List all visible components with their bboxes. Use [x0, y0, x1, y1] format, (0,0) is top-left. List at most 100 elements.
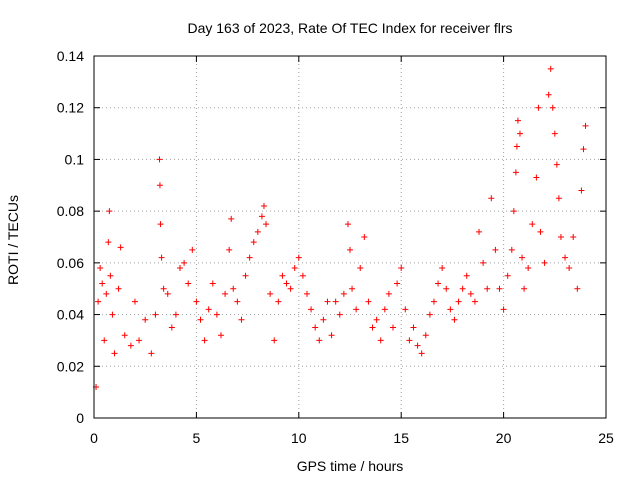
data-point — [234, 298, 241, 305]
data-point — [172, 311, 179, 318]
y-tick-label: 0.02 — [57, 358, 84, 374]
data-point — [410, 324, 417, 331]
data-point — [250, 239, 257, 246]
data-point — [242, 272, 249, 279]
data-point — [533, 174, 540, 181]
data-point — [156, 156, 163, 163]
data-point — [267, 290, 274, 297]
data-point — [181, 259, 188, 266]
data-point — [557, 234, 564, 240]
data-point — [148, 350, 155, 357]
data-point — [254, 228, 261, 235]
data-point — [117, 244, 124, 251]
data-point — [97, 265, 104, 272]
data-point — [275, 298, 282, 305]
data-point — [308, 306, 315, 313]
data-point — [512, 169, 519, 176]
data-point — [258, 213, 265, 220]
data-point — [193, 298, 200, 305]
data-point — [103, 290, 110, 297]
data-point — [514, 117, 521, 124]
data-point — [566, 265, 573, 272]
x-tick-label: 10 — [291, 430, 307, 446]
data-point — [209, 280, 216, 287]
data-point — [127, 342, 134, 349]
axis-ticks: 0 5 10 15 20 25 0 0.02 0.04 0.06 0.08 0.1 0.12 0.14 — [57, 48, 614, 446]
data-point — [158, 254, 165, 261]
data-point — [226, 246, 233, 253]
data-point — [435, 280, 442, 287]
data-point — [451, 316, 458, 323]
data-point — [535, 104, 542, 111]
data-point — [570, 234, 577, 240]
data-point — [361, 234, 368, 240]
data-point — [582, 122, 589, 129]
data-point — [463, 272, 470, 279]
data-point — [332, 298, 339, 305]
data-point — [467, 290, 474, 297]
data-point — [213, 311, 220, 318]
data-point — [271, 337, 278, 344]
data-point — [320, 316, 327, 323]
data-point — [185, 280, 192, 287]
data-point — [537, 228, 544, 235]
data-point — [513, 143, 520, 150]
data-point — [238, 316, 245, 323]
data-point — [398, 265, 405, 272]
data-point — [394, 280, 401, 287]
data-point — [529, 221, 536, 228]
data-point — [142, 316, 149, 323]
data-point — [347, 246, 353, 253]
data-point — [549, 104, 556, 111]
data-point — [136, 337, 143, 344]
data-point — [426, 311, 433, 318]
x-tick-label: 20 — [496, 430, 512, 446]
data-point — [390, 324, 397, 331]
data-point — [164, 290, 171, 297]
data-point — [369, 324, 376, 331]
data-point — [109, 311, 116, 318]
data-point — [328, 332, 335, 339]
data-point — [283, 280, 290, 287]
data-point — [157, 221, 164, 228]
data-point — [580, 146, 587, 153]
data-point — [197, 316, 204, 323]
data-point — [430, 298, 437, 305]
data-point — [439, 265, 446, 272]
data-point — [156, 182, 163, 189]
y-tick-label: 0.08 — [57, 203, 84, 219]
y-tick-label: 0 — [76, 410, 84, 426]
data-point — [422, 332, 429, 339]
data-point — [291, 265, 298, 272]
data-point — [324, 298, 331, 305]
data-point — [406, 337, 413, 344]
data-point — [516, 130, 523, 137]
data-point — [303, 290, 310, 297]
data-point — [471, 298, 478, 305]
y-tick-label: 0.1 — [65, 151, 85, 167]
data-point — [95, 298, 102, 305]
data-point — [521, 285, 528, 292]
data-point — [519, 254, 526, 261]
data-point — [455, 298, 462, 305]
data-point — [105, 239, 112, 246]
x-axis-label: GPS time / hours — [297, 458, 404, 474]
data-point — [217, 332, 224, 339]
data-point — [299, 272, 306, 279]
data-point — [160, 285, 167, 292]
data-point — [562, 254, 569, 261]
data-point — [541, 259, 548, 266]
data-point — [459, 285, 466, 292]
data-point — [547, 65, 554, 72]
data-point — [168, 324, 175, 331]
data-point — [496, 285, 503, 292]
data-point — [101, 337, 108, 344]
y-axis-label: ROTI / TECUs — [5, 195, 21, 285]
x-tick-label: 0 — [90, 430, 98, 446]
data-point — [287, 285, 294, 292]
data-point — [201, 337, 208, 344]
data-point — [578, 187, 585, 194]
x-tick-label: 5 — [193, 430, 201, 446]
data-point — [508, 246, 515, 253]
